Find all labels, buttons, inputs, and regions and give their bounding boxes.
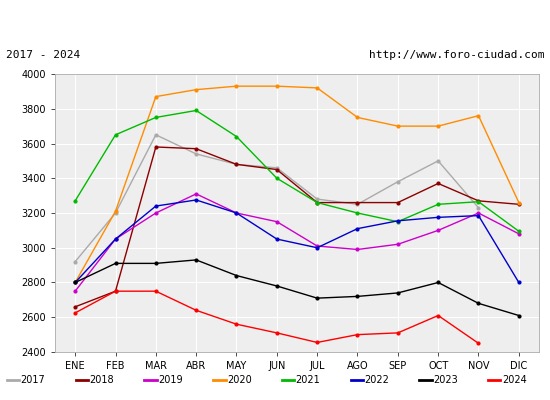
Text: 2017 - 2024: 2017 - 2024: [6, 50, 80, 60]
Text: 2019: 2019: [158, 375, 183, 385]
Text: 2018: 2018: [89, 375, 114, 385]
Text: Evolucion del paro registrado en Úbeda: Evolucion del paro registrado en Úbeda: [123, 11, 427, 29]
Text: http://www.foro-ciudad.com: http://www.foro-ciudad.com: [369, 50, 544, 60]
Text: 2017: 2017: [21, 375, 45, 385]
Text: 2020: 2020: [227, 375, 252, 385]
Text: 2023: 2023: [433, 375, 458, 385]
Text: 2024: 2024: [502, 375, 527, 385]
Text: 2022: 2022: [364, 375, 389, 385]
Text: 2021: 2021: [296, 375, 320, 385]
